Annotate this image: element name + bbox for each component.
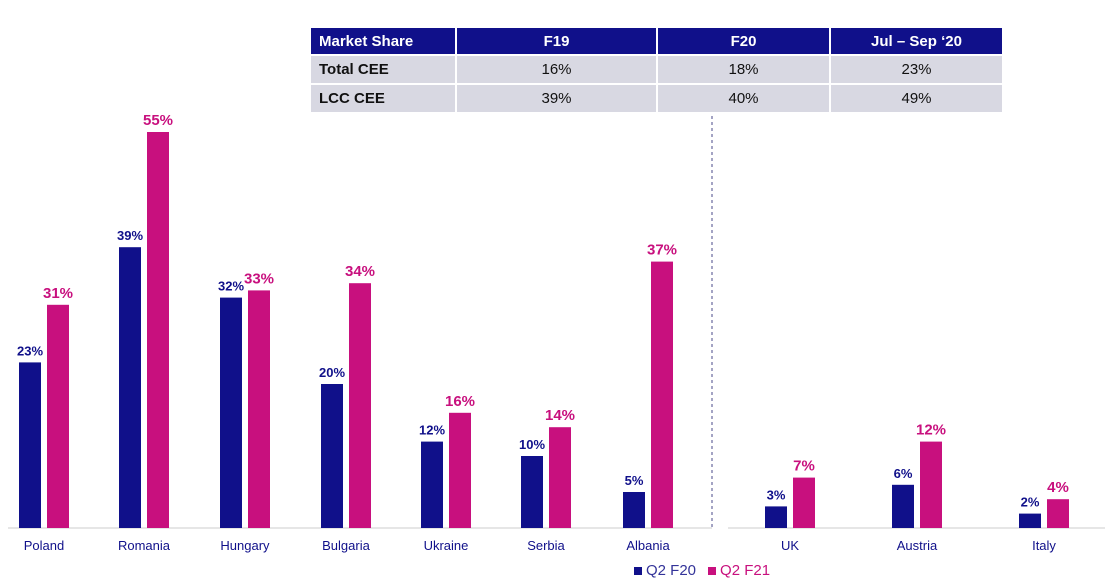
x-tick-label-ukraine: Ukraine: [424, 538, 469, 553]
table-cell: 40%: [658, 83, 829, 112]
bar-q2-f21-serbia: [549, 427, 571, 528]
bar-q2-f20-serbia: [521, 456, 543, 528]
bar-q2-f21-albania: [651, 261, 673, 528]
data-label-q2-f20-ukraine: 12%: [419, 423, 445, 438]
table-cell: 49%: [831, 83, 1002, 112]
data-label-q2-f20-albania: 5%: [625, 473, 644, 488]
bar-q2-f21-uk: [793, 477, 815, 528]
legend-item-q2-f21: Q2 F21: [708, 562, 770, 579]
bar-q2-f20-romania: [119, 247, 141, 528]
table-header-market-share: Market Share: [311, 28, 455, 54]
table-header-f20: F20: [658, 28, 829, 54]
data-label-q2-f21-hungary: 33%: [244, 270, 274, 287]
table-row-label: LCC CEE: [311, 83, 455, 112]
legend-item-q2-f20: Q2 F20: [634, 562, 696, 579]
bar-q2-f20-poland: [19, 362, 41, 528]
bar-q2-f20-austria: [892, 484, 914, 528]
data-label-q2-f21-bulgaria: 34%: [345, 263, 375, 280]
data-label-q2-f21-ukraine: 16%: [445, 393, 475, 410]
legend-swatch-q2-f20: [634, 566, 642, 575]
data-label-q2-f20-uk: 3%: [767, 487, 786, 502]
bar-q2-f21-hungary: [248, 290, 270, 528]
data-label-q2-f21-romania: 55%: [143, 112, 173, 129]
bar-q2-f20-bulgaria: [321, 384, 343, 528]
table-header-jul-sep: Jul – Sep ‘20: [831, 28, 1002, 54]
bar-q2-f20-ukraine: [421, 441, 443, 528]
x-tick-label-italy: Italy: [1032, 538, 1056, 553]
table-header-f19: F19: [457, 28, 656, 54]
data-label-q2-f21-poland: 31%: [43, 285, 73, 302]
legend-label-q2-f21: Q2 F21: [720, 562, 771, 579]
table-cell: 16%: [457, 54, 656, 83]
data-label-q2-f20-serbia: 10%: [519, 437, 545, 452]
table-cell: 39%: [457, 83, 656, 112]
data-label-q2-f21-albania: 37%: [647, 242, 677, 259]
bar-q2-f20-hungary: [220, 297, 242, 528]
table-row: Total CEE 16% 18% 23%: [311, 54, 1002, 83]
x-tick-label-hungary: Hungary: [220, 538, 270, 553]
bar-q2-f21-austria: [920, 441, 942, 528]
bar-q2-f21-poland: [47, 304, 69, 528]
data-label-q2-f20-poland: 23%: [17, 343, 43, 358]
market-share-table: Market Share F19 F20 Jul – Sep ‘20 Total…: [309, 28, 1004, 112]
x-tick-label-albania: Albania: [626, 538, 670, 553]
data-label-q2-f20-italy: 2%: [1021, 495, 1040, 510]
bar-q2-f21-ukraine: [449, 412, 471, 528]
data-label-q2-f21-italy: 4%: [1047, 479, 1069, 496]
bar-q2-f20-italy: [1019, 513, 1041, 528]
table-row-label: Total CEE: [311, 54, 455, 83]
table-header-row: Market Share F19 F20 Jul – Sep ‘20: [311, 28, 1002, 54]
table-cell: 18%: [658, 54, 829, 83]
x-tick-label-romania: Romania: [118, 538, 171, 553]
bar-q2-f21-bulgaria: [349, 283, 371, 528]
x-tick-label-uk: UK: [781, 538, 799, 553]
data-label-q2-f21-austria: 12%: [916, 422, 946, 439]
data-label-q2-f21-uk: 7%: [793, 458, 815, 475]
data-label-q2-f20-austria: 6%: [894, 466, 913, 481]
x-tick-label-serbia: Serbia: [527, 538, 565, 553]
x-tick-label-bulgaria: Bulgaria: [322, 538, 370, 553]
bar-q2-f21-italy: [1047, 499, 1069, 528]
bar-q2-f20-uk: [765, 506, 787, 528]
bar-q2-f20-albania: [623, 492, 645, 528]
table-row: LCC CEE 39% 40% 49%: [311, 83, 1002, 112]
legend-swatch-q2-f21: [708, 566, 717, 575]
data-label-q2-f21-serbia: 14%: [545, 407, 575, 424]
data-label-q2-f20-bulgaria: 20%: [319, 365, 345, 380]
table-cell: 23%: [831, 54, 1002, 83]
x-tick-label-poland: Poland: [24, 538, 64, 553]
bar-q2-f21-romania: [147, 132, 169, 528]
data-label-q2-f20-romania: 39%: [117, 228, 143, 243]
x-tick-label-austria: Austria: [897, 538, 938, 553]
chart-legend: Q2 F20 Q2 F21: [634, 562, 770, 579]
legend-label-q2-f20: Q2 F20: [646, 562, 697, 579]
data-label-q2-f20-hungary: 32%: [218, 279, 244, 294]
